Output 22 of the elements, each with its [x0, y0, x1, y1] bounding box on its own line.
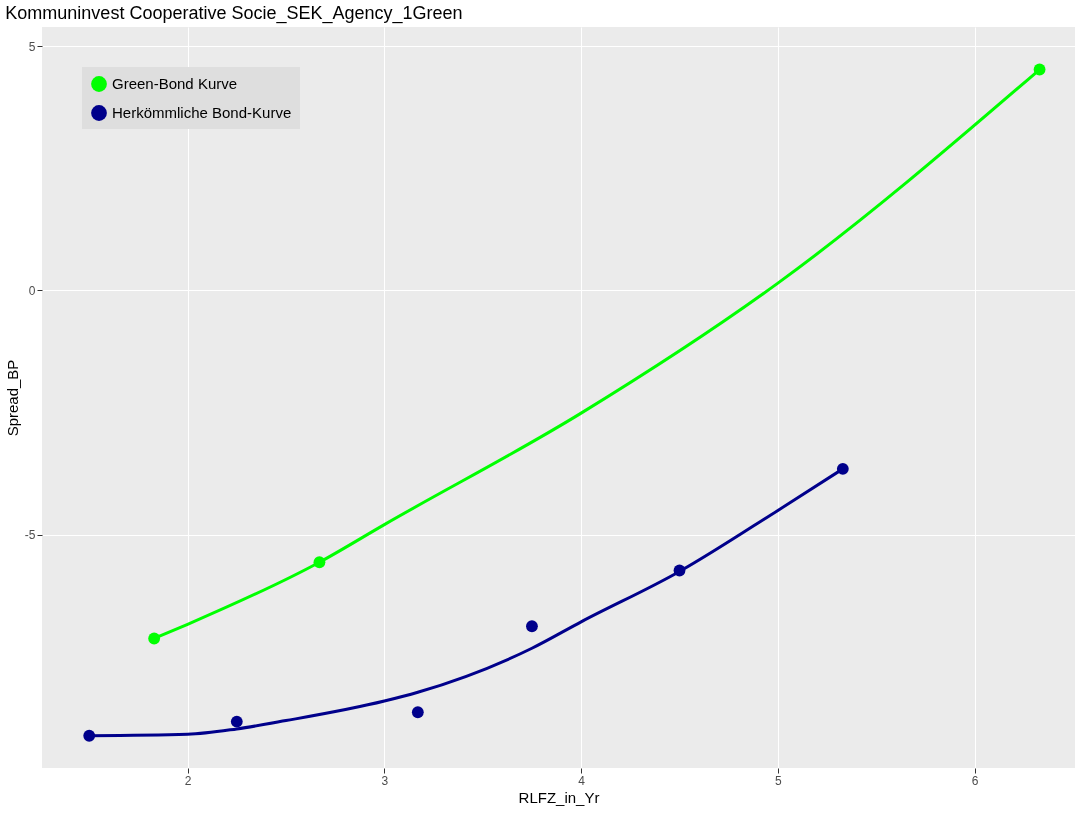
- x-tick-label: 6: [971, 773, 979, 788]
- legend-label: Herkömmliche Bond-Kurve: [112, 104, 292, 121]
- x-tick-label: 5: [775, 773, 783, 788]
- x-tick-label: 3: [381, 773, 389, 788]
- x-axis-title: RLFZ_in_Yr: [518, 788, 600, 806]
- y-axis-title: Spread_BP: [3, 359, 21, 437]
- point: [526, 620, 538, 633]
- point: [673, 564, 686, 577]
- chart-title: Kommuninvest Cooperative Socie_SEK_Agency_1Green: [5, 3, 463, 24]
- x-tick-label: 4: [578, 773, 586, 788]
- point: [230, 715, 243, 728]
- point: [148, 632, 161, 645]
- point: [313, 556, 326, 569]
- x-tick-label: 2: [184, 773, 192, 788]
- legend-label: Green-Bond Kurve: [112, 75, 238, 92]
- point: [411, 706, 424, 719]
- point: [836, 462, 849, 475]
- point: [83, 729, 96, 742]
- point: [1033, 63, 1046, 76]
- y-tick-label: 0: [28, 283, 36, 298]
- y-tick-label: 5: [28, 39, 36, 54]
- y-tick-label: -5: [24, 528, 36, 543]
